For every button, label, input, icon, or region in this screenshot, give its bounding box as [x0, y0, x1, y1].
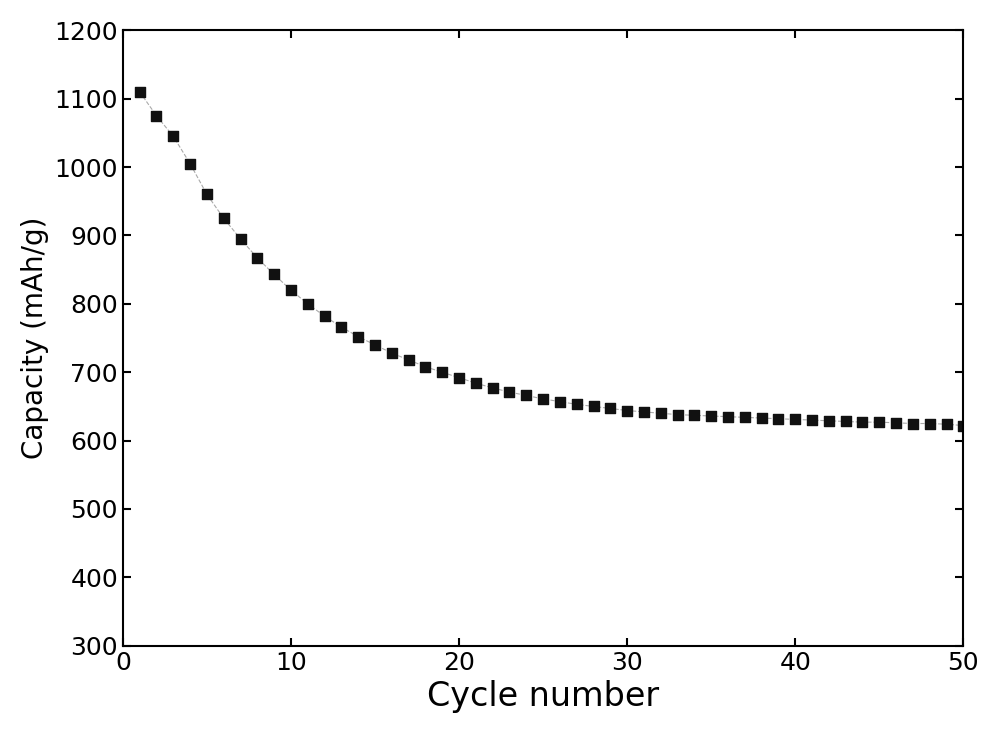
Y-axis label: Capacity (mAh/g): Capacity (mAh/g)	[21, 217, 49, 459]
Point	[602, 403, 618, 415]
Point	[216, 213, 232, 225]
Point	[636, 406, 652, 418]
Point	[468, 377, 484, 389]
Point	[552, 396, 568, 407]
Point	[787, 413, 803, 425]
Point	[518, 390, 534, 401]
Point	[905, 418, 921, 429]
Point	[434, 366, 450, 378]
Point	[737, 412, 753, 424]
Point	[451, 372, 467, 384]
Point	[770, 413, 786, 424]
Point	[939, 418, 955, 430]
Point	[670, 409, 686, 421]
Point	[501, 386, 517, 398]
Point	[871, 416, 887, 428]
Point	[199, 189, 215, 200]
Point	[854, 416, 870, 428]
Point	[300, 298, 316, 310]
Point	[401, 354, 417, 366]
Point	[703, 410, 719, 422]
Point	[132, 86, 148, 98]
Point	[333, 321, 349, 333]
Point	[283, 284, 299, 296]
Point	[804, 414, 820, 426]
Point	[249, 252, 265, 264]
Point	[821, 415, 837, 426]
Point	[367, 339, 383, 351]
Point	[233, 233, 249, 244]
Point	[888, 417, 904, 429]
Point	[653, 407, 669, 419]
Point	[165, 131, 181, 142]
Point	[417, 361, 433, 373]
Point	[686, 410, 702, 421]
Point	[754, 413, 770, 424]
Point	[922, 418, 938, 429]
Point	[569, 399, 585, 410]
Point	[720, 411, 736, 423]
Point	[317, 310, 333, 322]
X-axis label: Cycle number: Cycle number	[427, 680, 659, 713]
Point	[586, 401, 602, 413]
Point	[955, 420, 971, 432]
Point	[182, 158, 198, 170]
Point	[485, 382, 501, 394]
Point	[384, 347, 400, 359]
Point	[350, 331, 366, 343]
Point	[266, 269, 282, 280]
Point	[619, 404, 635, 416]
Point	[148, 110, 164, 122]
Point	[838, 415, 854, 427]
Point	[535, 393, 551, 404]
